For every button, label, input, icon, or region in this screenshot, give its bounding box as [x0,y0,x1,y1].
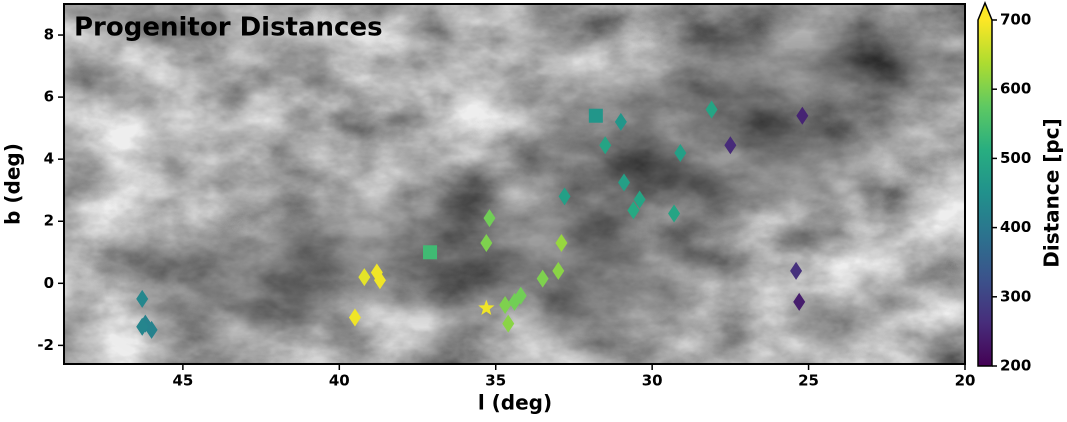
scatter-point [555,233,568,252]
scatter-point [478,299,495,315]
scatter-point [358,268,371,287]
colorbar-tick-label: 400 [1000,218,1031,236]
x-tick-label: 40 [329,372,350,390]
scatter-point [502,314,515,333]
scatter-point [558,187,571,206]
x-tick-label: 30 [642,372,663,390]
colorbar-tick-label: 300 [1000,287,1031,305]
colorbar-tick-label: 200 [1000,357,1031,375]
colorbar-tick-label: 500 [1000,149,1031,167]
y-tick-label: 2 [44,212,54,230]
colorbar-frame [977,1,993,367]
scatter-point [627,201,640,220]
scatter-point [136,317,149,336]
scatter-point [483,209,496,228]
scatter-point [614,112,627,131]
colorbar [978,20,992,366]
scatter-point [373,271,386,290]
scatter-point [790,261,803,280]
y-tick-label: 8 [44,26,54,44]
scatter-point [668,204,681,223]
scatter-point [499,296,512,315]
y-tick-label: 6 [44,88,54,106]
scatter-point [514,286,527,305]
scatter-point [793,292,806,311]
scatter-point [552,261,565,280]
colorbar-label: Distance [pc] [1040,118,1064,268]
colorbar-extend [978,3,992,20]
scatter-point [617,173,630,192]
scatter-point [348,308,361,327]
x-tick-label: 20 [955,372,976,390]
scatter-point [674,143,687,162]
scatter-point [480,233,493,252]
plot-frame [63,3,966,365]
x-tick-label: 25 [798,372,819,390]
y-tick-label: 0 [44,274,54,292]
scatter-point [423,245,438,260]
scatter-point [145,320,158,339]
scatter-point [599,136,612,155]
scatter-point [796,106,809,125]
y-tick-label: -2 [37,336,54,354]
colorbar-tick-label: 600 [1000,80,1031,98]
x-tick-label: 35 [485,372,506,390]
chart-title: Progenitor Distances [74,13,383,43]
y-axis-label: b (deg) [1,143,25,225]
colorbar-tick-label: 700 [1000,11,1031,29]
x-tick-label: 45 [172,372,193,390]
scatter-point [705,100,718,119]
scatter-point [536,269,549,288]
x-axis-label: l (deg) [478,391,552,415]
scatter-point [724,136,737,155]
scatter-point [136,289,149,308]
scatter-point [588,108,603,123]
y-tick-label: 4 [44,150,54,168]
scatter-point [633,190,646,209]
